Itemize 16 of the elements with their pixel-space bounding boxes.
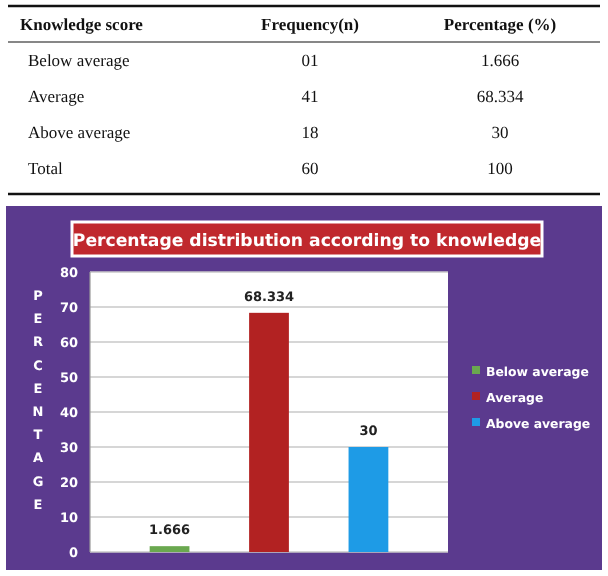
data-label: 30 xyxy=(491,122,509,142)
text: Knowledge score xyxy=(20,14,144,34)
category-label: Average xyxy=(28,86,85,106)
category-label: Below average xyxy=(28,50,130,70)
data-label: 41 xyxy=(301,86,319,106)
chart-title: Percentage distribution according to knowledge xyxy=(72,232,542,252)
data-label: 100 xyxy=(487,158,513,178)
category-label: Total xyxy=(28,158,64,178)
data-label: 18 xyxy=(301,122,319,142)
category-label: Above average xyxy=(28,122,131,142)
text: Frequency(n) xyxy=(261,14,360,34)
data-label: 60 xyxy=(301,158,319,178)
text: Percentage (%) xyxy=(443,14,557,34)
data-label: 1.666 xyxy=(480,50,520,70)
data-label: 01 xyxy=(301,50,319,70)
data-label: 68.334 xyxy=(476,86,525,106)
